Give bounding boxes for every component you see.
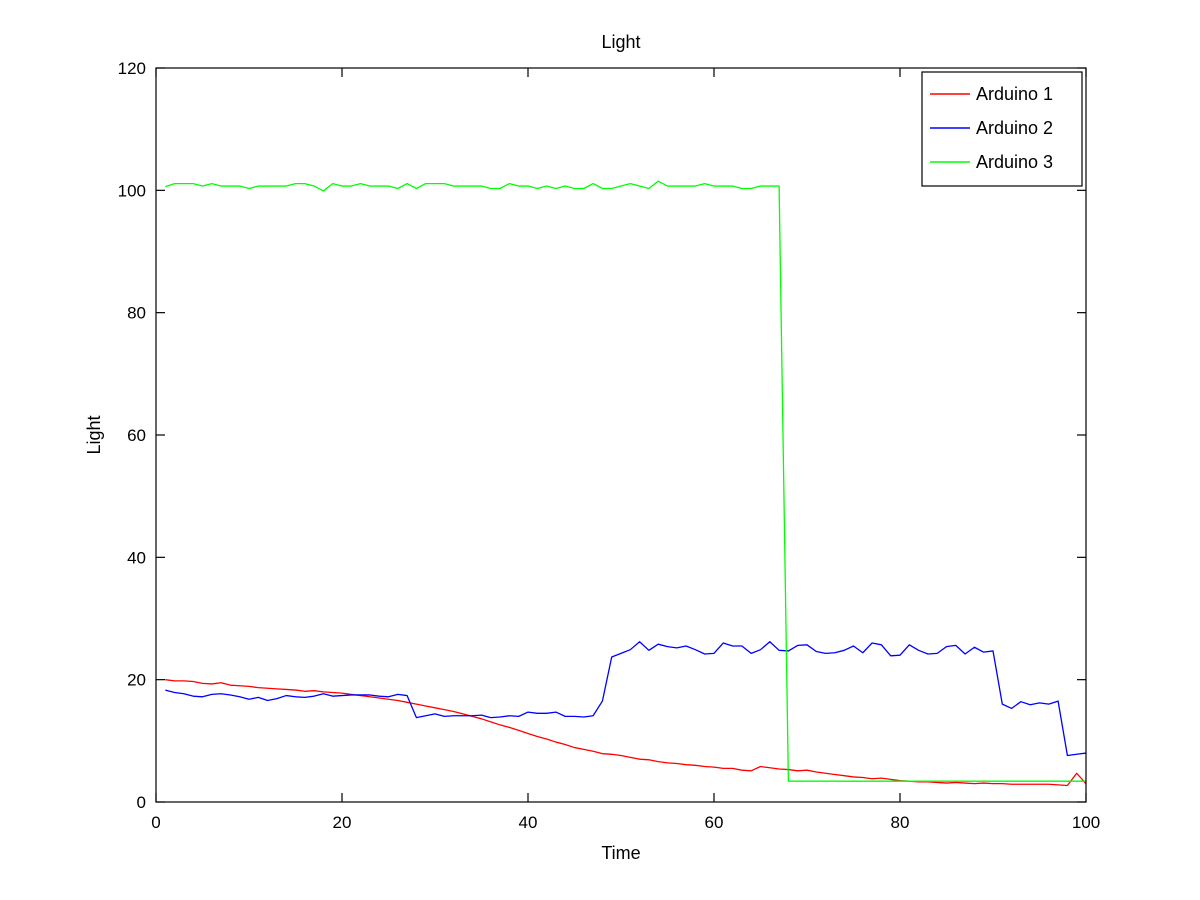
series-line-2 (165, 641, 1087, 757)
legend: Arduino 1 Arduino 2 Arduino 3 (921, 71, 1083, 187)
chart-title: Light (601, 32, 640, 52)
y-tick-label: 100 (118, 181, 146, 200)
x-tick-label: 60 (705, 813, 724, 832)
y-axis-title: Light (84, 415, 104, 454)
axes-layer: 0 20 40 60 80 100 0 20 40 60 80 100 120 (118, 59, 1101, 832)
y-tick-label: 40 (127, 548, 146, 567)
legend-label-2: Arduino 2 (976, 118, 1053, 138)
series-layer (165, 180, 1087, 787)
legend-box (921, 71, 1083, 187)
legend-label-1: Arduino 1 (976, 84, 1053, 104)
x-tick-label: 100 (1072, 813, 1100, 832)
y-tick-label: 60 (127, 426, 146, 445)
y-tick-label: 0 (137, 793, 146, 812)
x-tick-label: 40 (519, 813, 538, 832)
series-line-3 (165, 180, 1086, 782)
x-tick-label: 80 (891, 813, 910, 832)
y-tick-label: 80 (127, 304, 146, 323)
series-line-1 (165, 679, 1087, 787)
y-tick-label: 20 (127, 671, 146, 690)
x-tick-label: 0 (151, 813, 160, 832)
x-axis-title: Time (601, 843, 640, 863)
legend-label-3: Arduino 3 (976, 152, 1053, 172)
x-tick-label: 20 (333, 813, 352, 832)
y-tick-label: 120 (118, 59, 146, 78)
